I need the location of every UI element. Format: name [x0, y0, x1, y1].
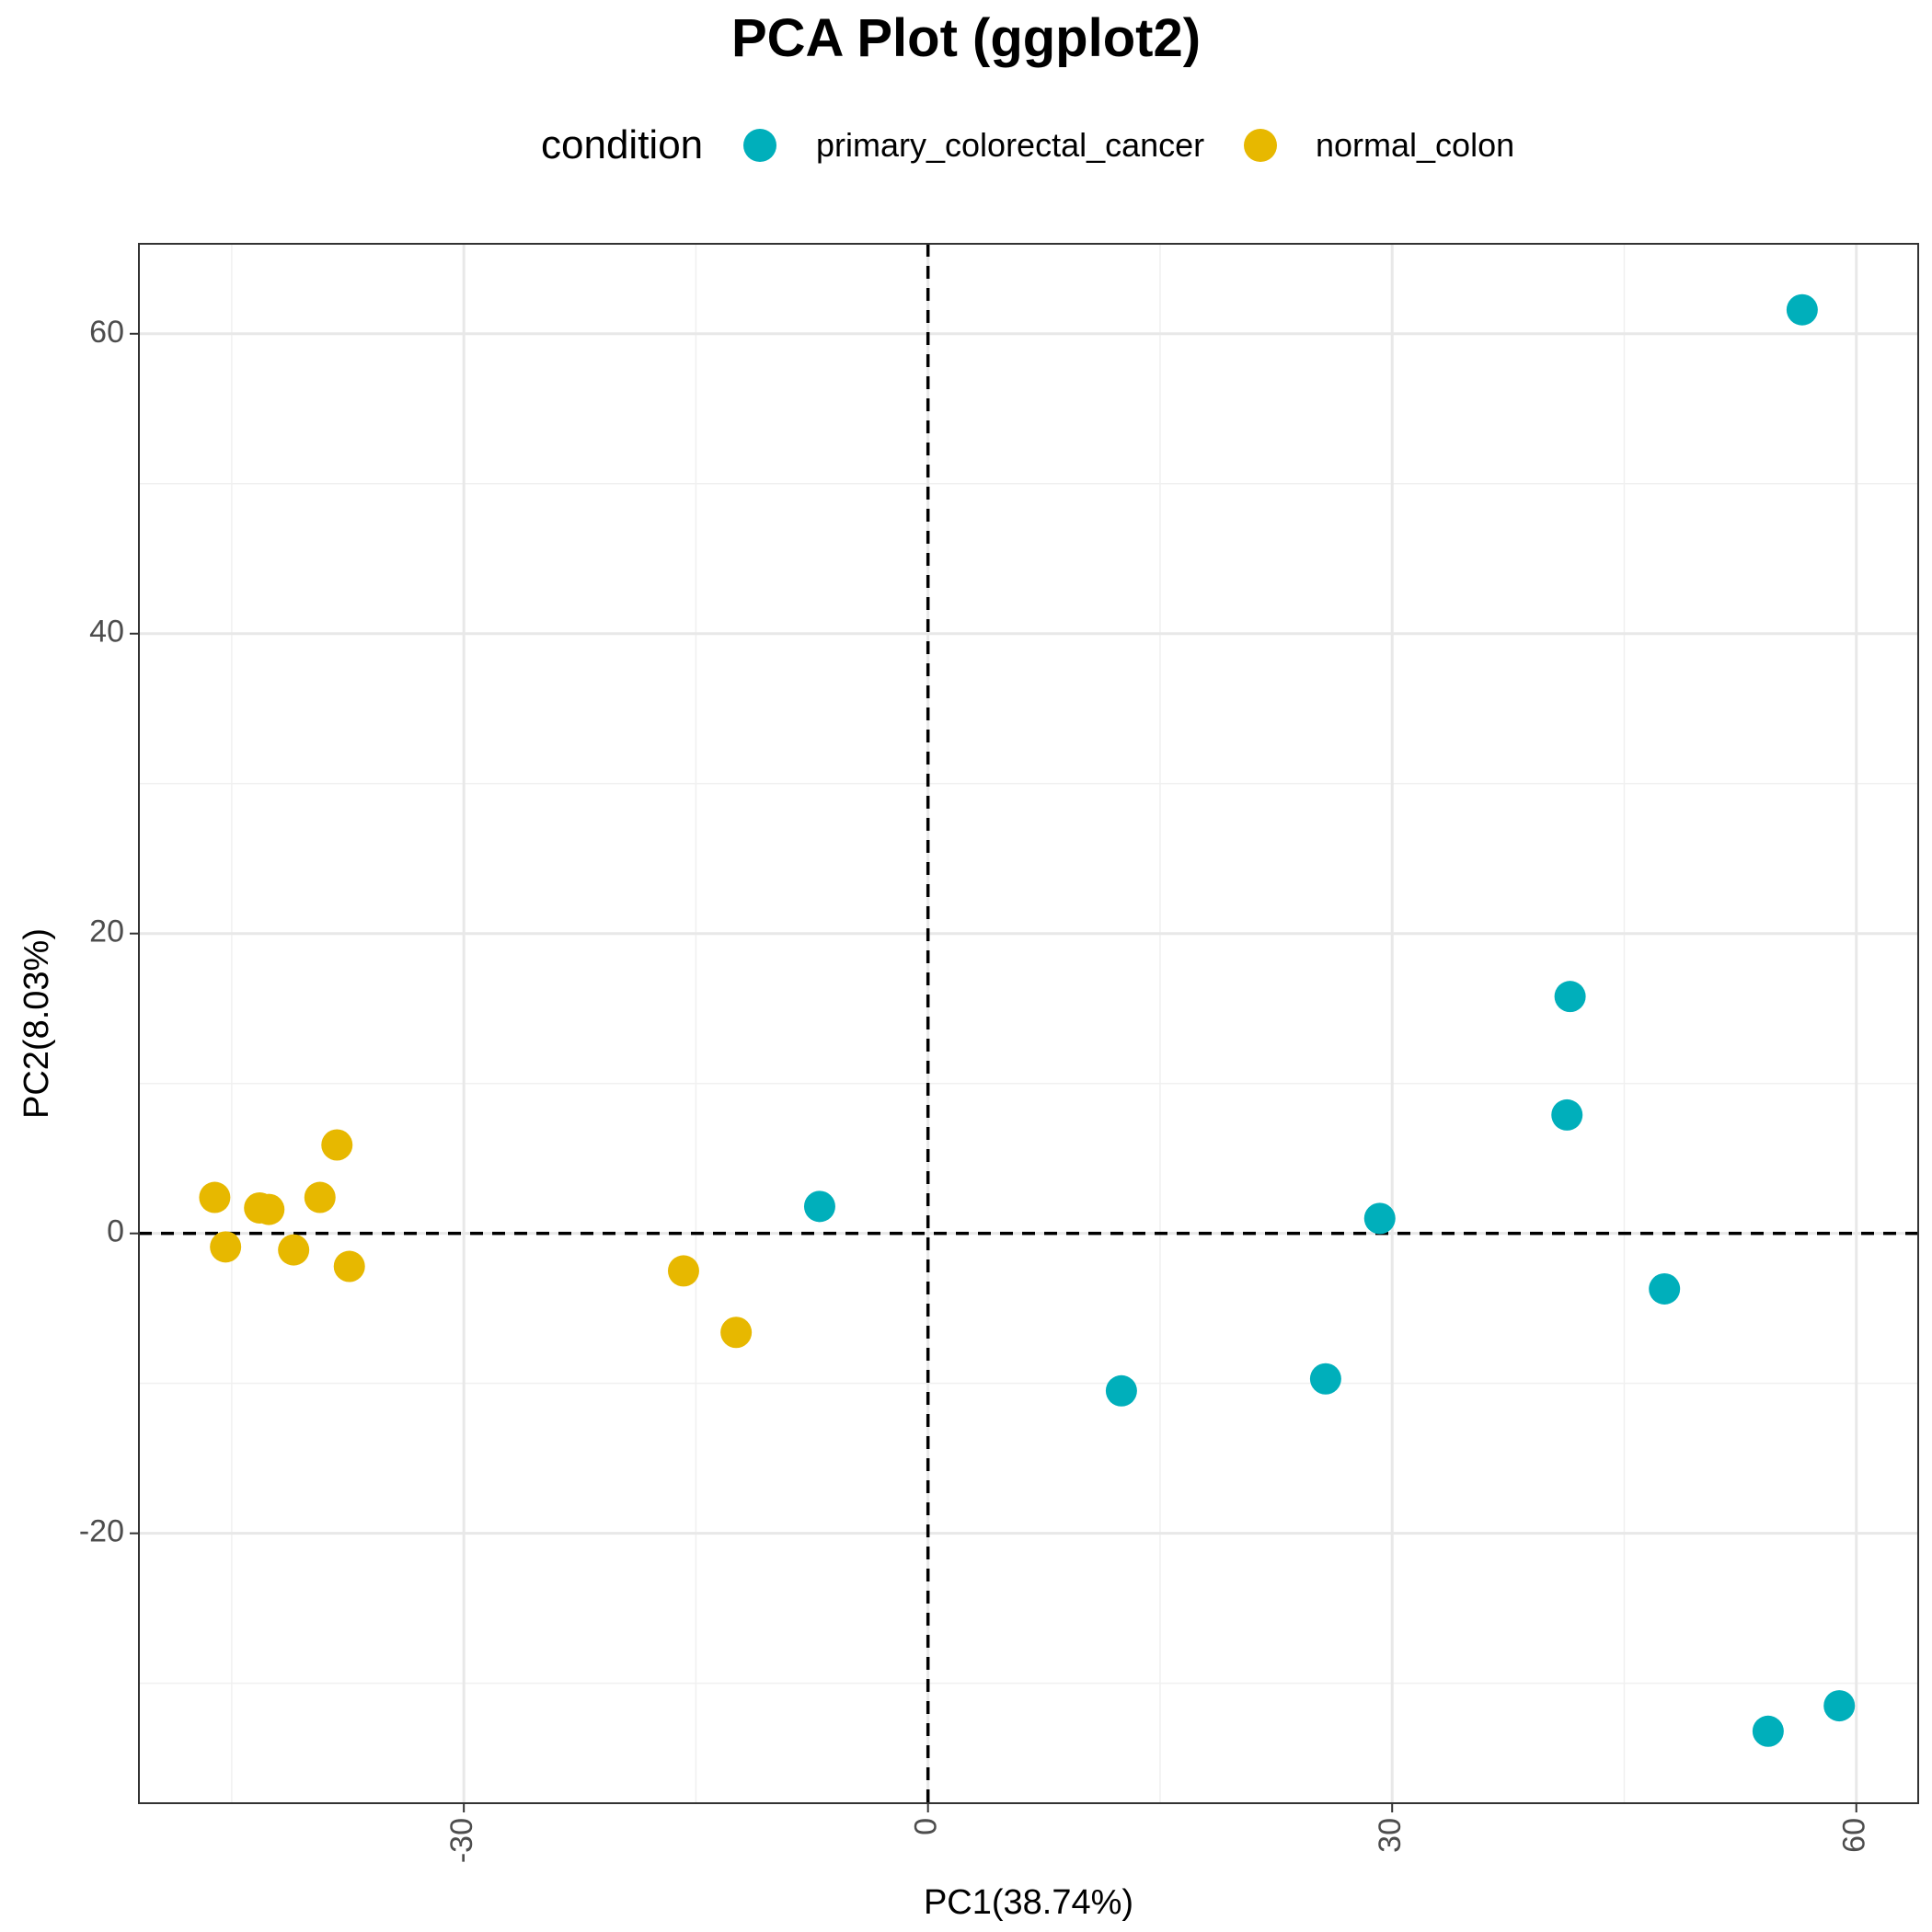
- legend-label-primary-colorectal-cancer: primary_colorectal_cancer: [816, 126, 1205, 164]
- data-point-primary-colorectal-cancer: [1752, 1715, 1784, 1747]
- data-point-normal-colon: [199, 1181, 231, 1213]
- y-axis-title: PC2(8.03%): [17, 928, 56, 1119]
- legend: condition primary_colorectal_cancer norm…: [0, 118, 1932, 173]
- legend-key-normal-colon: [1244, 129, 1277, 162]
- data-point-primary-colorectal-cancer: [1823, 1690, 1856, 1722]
- data-point-primary-colorectal-cancer: [1554, 981, 1586, 1013]
- reference-lines: [139, 244, 1918, 1803]
- data-point-primary-colorectal-cancer: [1309, 1363, 1341, 1395]
- data-point-normal-colon: [253, 1193, 285, 1225]
- axis-ticks: [130, 332, 1857, 1812]
- x-tick-label: 0: [909, 1818, 944, 1835]
- legend-label-normal-colon: normal_colon: [1316, 126, 1515, 164]
- data-point-normal-colon: [278, 1234, 310, 1266]
- y-tick-label: 20: [89, 914, 124, 949]
- y-tick-label: -20: [79, 1514, 124, 1549]
- data-points: [199, 293, 1856, 1747]
- x-tick-label: 30: [1373, 1818, 1408, 1853]
- data-point-primary-colorectal-cancer: [1649, 1272, 1681, 1305]
- legend-key-primary-colorectal-cancer: [743, 129, 776, 162]
- data-point-primary-colorectal-cancer: [803, 1190, 835, 1223]
- panel-border: [138, 243, 1919, 1804]
- data-point-normal-colon: [667, 1255, 699, 1287]
- data-point-primary-colorectal-cancer: [1105, 1374, 1137, 1407]
- y-tick-label: 60: [89, 315, 124, 350]
- y-tick-label: 40: [89, 615, 124, 650]
- data-point-primary-colorectal-cancer: [1786, 293, 1818, 326]
- x-tick-label: -30: [444, 1818, 479, 1863]
- x-axis-title: PC1(38.74%): [924, 1883, 1133, 1922]
- data-point-normal-colon: [333, 1250, 365, 1282]
- y-tick-label: 0: [107, 1214, 124, 1249]
- data-point-normal-colon: [210, 1231, 242, 1263]
- data-point-normal-colon: [321, 1129, 353, 1161]
- data-point-primary-colorectal-cancer: [1551, 1098, 1583, 1131]
- x-tick-label: 60: [1837, 1818, 1872, 1853]
- grid-lines: [139, 244, 1918, 1803]
- data-point-primary-colorectal-cancer: [1363, 1202, 1396, 1235]
- axis-tick-labels: -30 0 30 60 -20 0 20 40 60: [79, 315, 1872, 1863]
- legend-title: condition: [541, 122, 704, 167]
- chart-title: PCA Plot (ggplot2): [730, 8, 1202, 68]
- data-point-normal-colon: [720, 1317, 753, 1349]
- data-point-normal-colon: [304, 1181, 336, 1213]
